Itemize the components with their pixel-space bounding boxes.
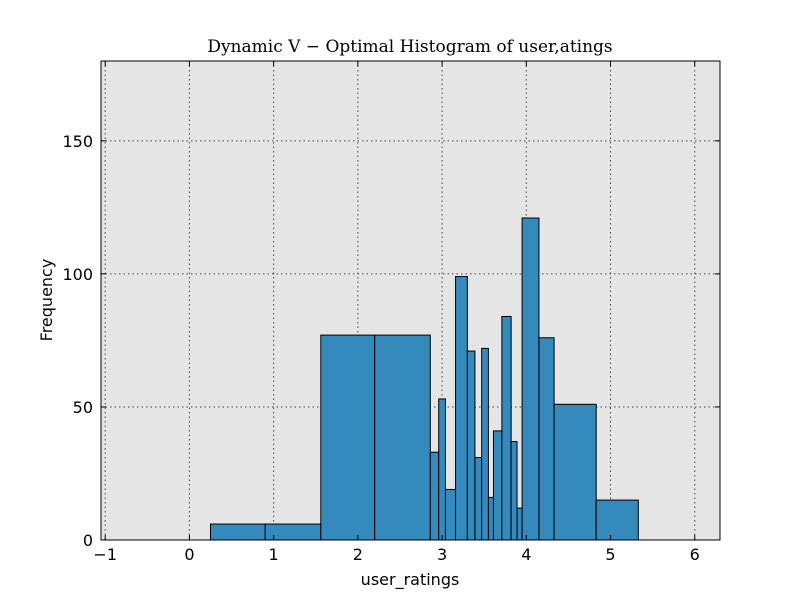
- x-tick-label: 4: [521, 545, 531, 564]
- y-tick-label: 150: [62, 132, 93, 151]
- x-tick-label: 1: [269, 545, 279, 564]
- bar-layer: [209, 217, 639, 541]
- x-tick-label: 5: [605, 545, 615, 564]
- histogram-bar: [438, 398, 446, 541]
- histogram-bar: [374, 334, 431, 541]
- x-tick-label: 3: [437, 545, 447, 564]
- histogram-bar: [521, 217, 540, 541]
- histogram-bar: [455, 276, 468, 541]
- histogram-bar: [466, 350, 476, 541]
- histogram-bar: [474, 457, 483, 541]
- histogram-bar: [320, 334, 376, 541]
- histogram-bar: [444, 488, 457, 541]
- histogram-bar: [481, 347, 489, 541]
- x-tick-label: −1: [93, 545, 117, 564]
- histogram-bar: [538, 337, 555, 541]
- chart-title: Dynamic V − Optimal Histogram of user,at…: [207, 37, 612, 57]
- histogram-bar: [501, 315, 512, 541]
- y-axis-label: Frequency: [37, 259, 56, 342]
- y-tick-label: 0: [83, 531, 93, 550]
- histogram-bar: [209, 523, 266, 541]
- histogram-bar: [595, 499, 639, 541]
- histogram-bar: [553, 403, 597, 541]
- plot-frame: [100, 60, 721, 541]
- histogram-bar: [492, 430, 503, 541]
- histogram-bar: [516, 507, 523, 541]
- x-tick-label: 6: [690, 545, 700, 564]
- y-tick-label: 50: [73, 398, 93, 417]
- x-tick-label: 0: [184, 545, 194, 564]
- x-axis-label: user_ratings: [361, 570, 460, 590]
- y-tick-label: 100: [62, 265, 93, 284]
- histogram-bar: [510, 441, 518, 541]
- x-tick-label: 2: [353, 545, 363, 564]
- histogram-bar: [487, 496, 494, 541]
- histogram-bar: [429, 451, 440, 541]
